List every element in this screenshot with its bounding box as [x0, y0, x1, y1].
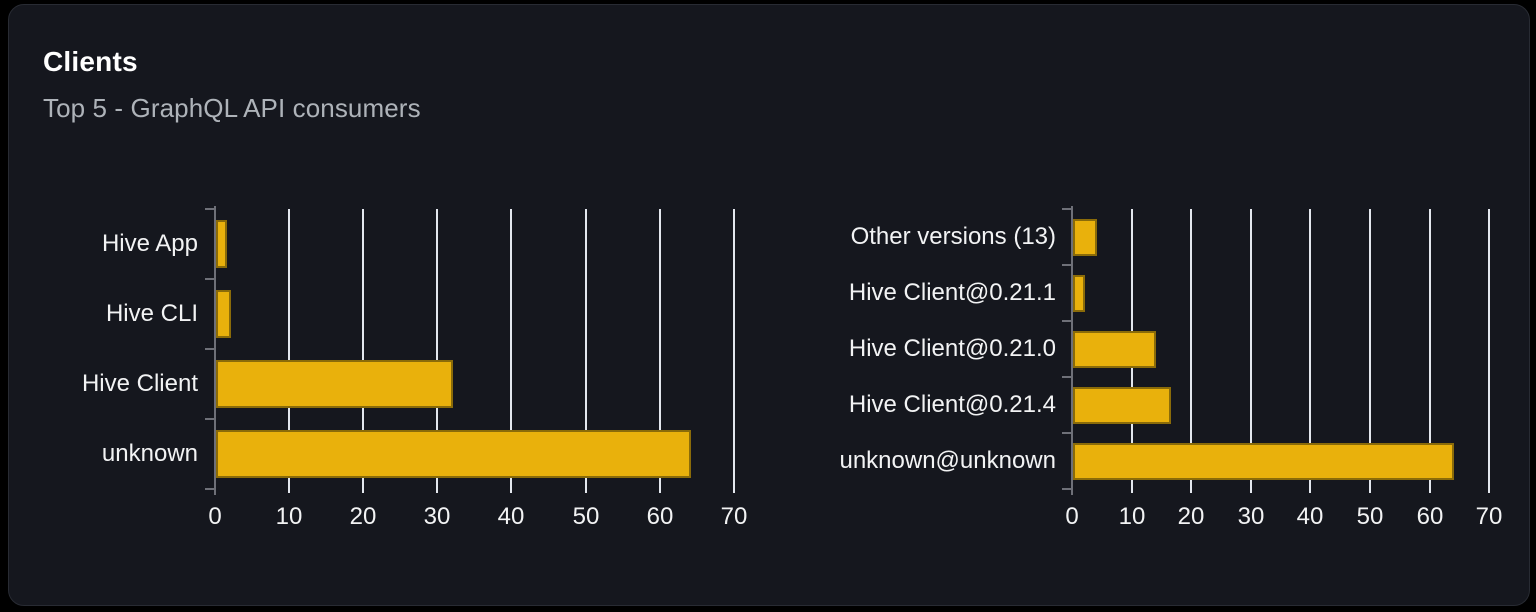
- x-tick-label: 40: [497, 503, 525, 530]
- bar-hive-app[interactable]: [216, 220, 227, 268]
- x-tick-label: 20: [1177, 503, 1205, 530]
- bar-hive-client-0-21-4[interactable]: [1073, 387, 1171, 424]
- card-title: Clients: [43, 46, 138, 77]
- x-tick-label: 50: [1356, 503, 1384, 530]
- category-label: Hive App: [101, 230, 198, 257]
- category-label: Hive Client@0.21.1: [848, 279, 1056, 306]
- category-label: Other versions (13): [850, 223, 1056, 250]
- y-axis-tick: [1062, 320, 1071, 322]
- x-tick-label: 10: [275, 503, 303, 530]
- gridline: [436, 209, 438, 493]
- gridline: [362, 209, 364, 493]
- category-label: Hive CLI: [105, 300, 198, 327]
- category-label: Hive Client: [81, 370, 198, 397]
- y-axis-line: [1071, 206, 1073, 495]
- category-label: Hive Client@0.21.4: [848, 391, 1056, 418]
- bar-hive-client-0-21-0[interactable]: [1073, 331, 1156, 368]
- bar-unknown[interactable]: [216, 430, 691, 478]
- gridline: [1488, 209, 1490, 493]
- y-axis-tick: [205, 488, 214, 490]
- gridline: [585, 209, 587, 493]
- category-label: unknown: [101, 440, 198, 467]
- gridline: [288, 209, 290, 493]
- category-label: Hive Client@0.21.0: [848, 335, 1056, 362]
- x-tick-label: 40: [1296, 503, 1324, 530]
- gridline: [733, 209, 735, 493]
- x-tick-label: 60: [1416, 503, 1444, 530]
- x-tick-label: 0: [1065, 503, 1079, 530]
- x-tick-label: 30: [423, 503, 451, 530]
- x-tick-label: 30: [1237, 503, 1265, 530]
- y-axis-tick: [1062, 432, 1071, 434]
- x-tick-label: 70: [1475, 503, 1503, 530]
- card-subtitle: Top 5 - GraphQL API consumers: [43, 93, 421, 123]
- gridline: [1429, 209, 1431, 493]
- bar-hive-cli[interactable]: [216, 290, 231, 338]
- gridline: [510, 209, 512, 493]
- gridline: [1190, 209, 1192, 493]
- y-axis-tick: [205, 278, 214, 280]
- x-tick-label: 70: [720, 503, 748, 530]
- x-tick-label: 0: [208, 503, 222, 530]
- clients-card: [8, 4, 1530, 606]
- bar-hive-client[interactable]: [216, 360, 453, 408]
- y-axis-tick: [1062, 376, 1071, 378]
- y-axis-tick: [205, 418, 214, 420]
- y-axis-line: [214, 206, 216, 495]
- category-label: unknown@unknown: [839, 447, 1056, 474]
- bar-unknown-unknown[interactable]: [1073, 443, 1454, 480]
- bar-hive-client-0-21-1[interactable]: [1073, 275, 1085, 312]
- x-tick-label: 10: [1118, 503, 1146, 530]
- bar-other-versions-13-[interactable]: [1073, 219, 1097, 256]
- gridline: [1250, 209, 1252, 493]
- y-axis-tick: [1062, 488, 1071, 490]
- gridline: [659, 209, 661, 493]
- x-tick-label: 20: [349, 503, 377, 530]
- y-axis-tick: [1062, 208, 1071, 210]
- x-tick-label: 50: [572, 503, 600, 530]
- gridline: [1309, 209, 1311, 493]
- x-tick-label: 60: [646, 503, 674, 530]
- y-axis-tick: [1062, 264, 1071, 266]
- y-axis-tick: [205, 348, 214, 350]
- gridline: [1369, 209, 1371, 493]
- y-axis-tick: [205, 208, 214, 210]
